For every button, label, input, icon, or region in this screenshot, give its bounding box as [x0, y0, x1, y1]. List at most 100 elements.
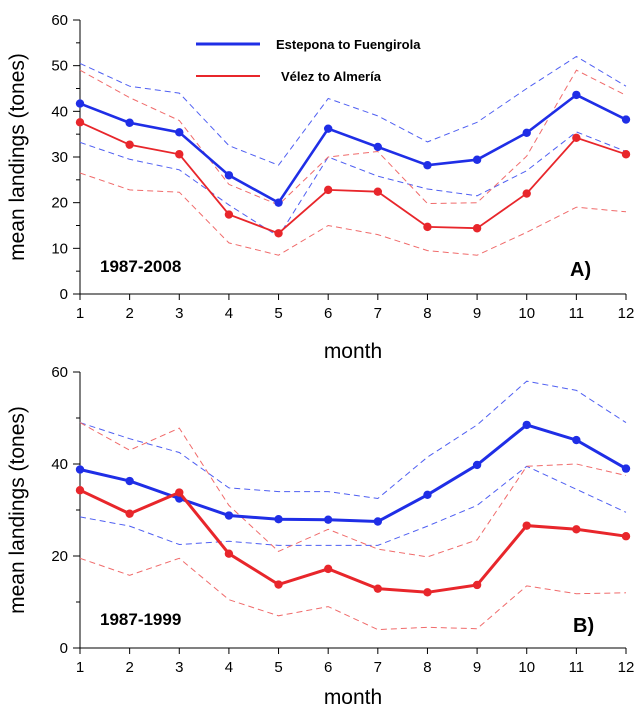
data-point: [472, 224, 482, 233]
period-label-a: 1987-2008: [100, 257, 181, 276]
data-point: [572, 90, 581, 100]
band-upper-series-1: [79, 380, 627, 500]
y-tick-label: 50: [51, 58, 68, 75]
x-tick-label: 1: [76, 659, 84, 676]
band-lower-series-1: [79, 131, 627, 238]
data-point: [224, 549, 234, 558]
data-point: [423, 588, 432, 597]
legend-label-velez: Vélez to Almería: [281, 69, 382, 84]
data-point: [472, 580, 482, 590]
data-point: [274, 580, 283, 589]
data-point: [274, 515, 283, 524]
data-point: [75, 465, 85, 474]
x-tick-label: 7: [374, 305, 382, 322]
band-upper-series-1: [79, 55, 627, 166]
data-point: [175, 150, 184, 159]
data-point: [522, 521, 531, 530]
x-tick-label: 10: [518, 659, 535, 676]
y-tick-label: 40: [51, 103, 68, 120]
panel-label-b: B): [573, 615, 594, 637]
series-line-2: [79, 488, 627, 594]
data-point: [522, 420, 531, 430]
y-tick-label: 60: [51, 364, 68, 381]
data-point: [323, 124, 333, 133]
x-tick-label: 3: [175, 659, 183, 676]
x-tick-label: 6: [324, 305, 332, 322]
data-point: [75, 99, 85, 108]
data-point: [621, 464, 631, 473]
data-point: [224, 171, 234, 180]
data-point: [125, 118, 134, 127]
data-point: [572, 525, 581, 534]
x-tick-label: 2: [125, 659, 133, 676]
x-tick-label: 10: [518, 305, 535, 322]
data-point: [472, 460, 482, 470]
x-tick-label: 9: [473, 305, 481, 322]
y-tick-label: 40: [51, 456, 68, 473]
x-tick-label: 5: [274, 305, 282, 322]
y-tick-label: 10: [51, 240, 68, 257]
y-tick-label: 30: [51, 149, 68, 166]
y-axis-label: mean landings (tones): [6, 53, 29, 261]
y-tick-label: 20: [51, 195, 68, 212]
x-tick-label: 3: [175, 305, 183, 322]
x-tick-label: 8: [423, 659, 431, 676]
data-point: [373, 517, 383, 526]
panel-label-a: A): [570, 259, 591, 281]
legend-label-estepona: Estepona to Fuengirola: [276, 37, 421, 52]
data-point: [224, 210, 234, 219]
data-point: [224, 511, 234, 520]
data-point: [125, 140, 134, 149]
x-tick-label: 4: [225, 659, 233, 676]
data-point: [621, 115, 631, 124]
data-point: [274, 198, 283, 207]
x-axis-label: month: [324, 340, 382, 363]
data-point: [75, 118, 85, 127]
data-point: [522, 128, 531, 137]
x-tick-label: 12: [618, 659, 635, 676]
data-point: [323, 564, 333, 574]
data-point: [75, 486, 85, 495]
x-tick-label: 2: [125, 305, 133, 322]
x-tick-label: 7: [374, 659, 382, 676]
data-point: [621, 532, 631, 541]
data-point: [323, 185, 333, 195]
data-point: [274, 229, 283, 238]
x-axis-label: month: [324, 686, 382, 709]
y-tick-label: 0: [60, 286, 68, 303]
data-point: [423, 490, 432, 500]
data-point: [323, 515, 333, 524]
data-point: [373, 187, 383, 196]
series-line-2: [79, 121, 627, 235]
series-line-1: [79, 423, 627, 524]
y-tick-label: 60: [51, 12, 68, 29]
series-line-1: [79, 93, 627, 205]
x-tick-label: 11: [569, 659, 585, 676]
y-tick-label: 20: [51, 548, 68, 565]
x-tick-label: 5: [274, 659, 282, 676]
band-upper-series-2: [79, 69, 627, 206]
data-point: [522, 189, 531, 198]
y-axis-label: mean landings (tones): [6, 406, 29, 614]
data-point: [423, 161, 432, 170]
x-tick-label: 12: [618, 305, 635, 322]
data-point: [373, 142, 383, 152]
band-lower-series-2: [79, 172, 627, 256]
data-point: [572, 133, 581, 143]
legend: Estepona to Fuengirola Vélez to Almería: [196, 37, 421, 84]
data-point: [175, 488, 184, 497]
y-tick-label: 0: [60, 640, 68, 657]
x-tick-label: 11: [569, 305, 585, 322]
data-point: [423, 222, 432, 232]
data-point: [125, 476, 134, 486]
period-label-b: 1987-1999: [100, 610, 181, 629]
data-point: [373, 584, 383, 593]
data-point: [621, 150, 631, 159]
data-point: [572, 435, 581, 445]
x-tick-label: 4: [225, 305, 233, 322]
data-point: [472, 155, 482, 164]
x-tick-label: 1: [76, 305, 84, 322]
